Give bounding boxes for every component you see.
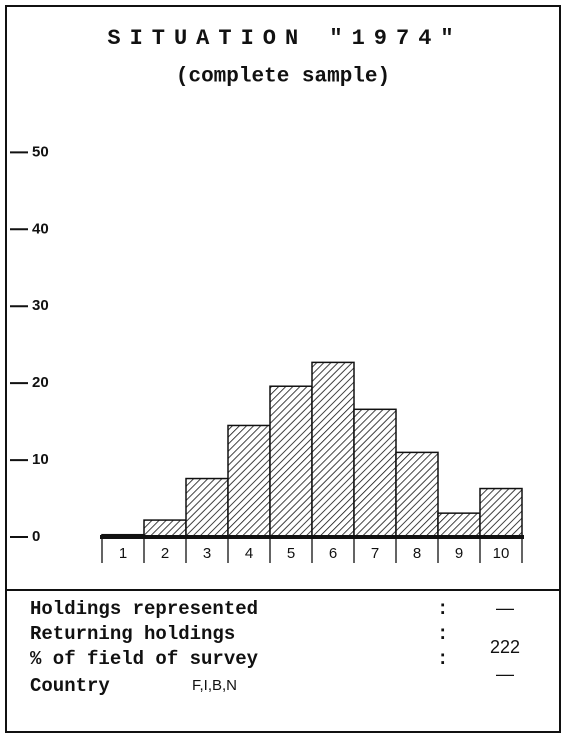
- y-tick-label: 0: [32, 528, 40, 545]
- bar: [143, 519, 187, 538]
- x-tick-label: 5: [287, 545, 295, 562]
- y-tick-label: 20: [32, 374, 49, 391]
- x-tick-label: 10: [493, 545, 510, 562]
- x-tick-label: 1: [119, 545, 127, 562]
- footer-value: F,I,B,N: [192, 677, 237, 694]
- x-tick-label: 3: [203, 545, 211, 562]
- x-tick-label: 6: [329, 545, 337, 562]
- bar: [395, 451, 439, 538]
- bar: [353, 408, 397, 538]
- y-tick-label: 10: [32, 451, 49, 468]
- bar: [479, 487, 523, 538]
- x-tick-label: 2: [161, 545, 169, 562]
- x-tick-label: 4: [245, 545, 253, 562]
- chart-title: SITUATION "1974": [107, 26, 462, 51]
- y-tick-label: 30: [32, 297, 49, 314]
- bar: [269, 385, 313, 538]
- footer-label: Holdings represented: [30, 598, 258, 620]
- x-tick-label: 7: [371, 545, 379, 562]
- bar: [311, 361, 355, 538]
- x-tick-label: 9: [455, 545, 463, 562]
- y-tick-label: 50: [32, 143, 49, 160]
- x-tick-label: 8: [413, 545, 421, 562]
- frame: [5, 5, 561, 733]
- bar: [185, 477, 229, 538]
- footer-value: 222: [490, 637, 520, 657]
- footer-separator: :: [437, 598, 448, 620]
- bar: [227, 424, 271, 538]
- footer-label: Returning holdings: [30, 623, 235, 645]
- footer-label: Country: [30, 675, 110, 697]
- bar: [437, 512, 481, 538]
- footer-label: % of field of survey: [30, 648, 259, 670]
- chart-subtitle: (complete sample): [176, 66, 390, 89]
- y-tick-label: 40: [32, 220, 49, 237]
- footer-separator: :: [437, 648, 448, 670]
- footer-value: —: [496, 664, 514, 684]
- footer-separator: :: [437, 623, 448, 645]
- footer-value: —: [496, 598, 514, 618]
